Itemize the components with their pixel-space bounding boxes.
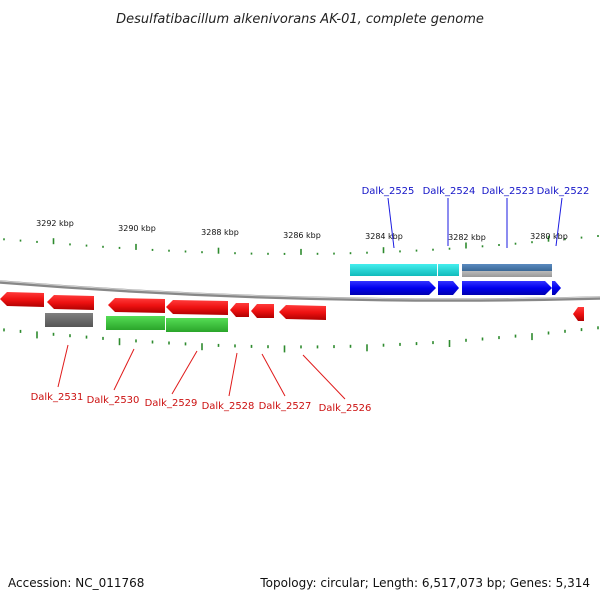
gene-arrow-dalk-2525[interactable] — [350, 281, 436, 295]
gene-label-dalk-2525[interactable]: Dalk_2525 — [362, 186, 415, 197]
leader-line-dalk-2530 — [113, 348, 135, 391]
kbp-label: 3290 kbp — [118, 224, 156, 233]
gene-label-dalk-2530[interactable]: Dalk_2530 — [87, 395, 140, 406]
forward-leader-lines — [387, 197, 563, 249]
gene-arrow-dalk-2524[interactable] — [438, 281, 459, 295]
forward-gene-labels: Dalk_2525 Dalk_2524 Dalk_2523 Dalk_2522 — [362, 186, 590, 197]
gene-arrow-dalk-2523[interactable] — [462, 281, 552, 295]
gene-arrow-dalk-2527[interactable] — [251, 304, 274, 318]
reverse-feature-track — [45, 313, 228, 332]
feature-block-cyan[interactable] — [350, 264, 437, 276]
leader-line-dalk-2531 — [57, 344, 69, 388]
feature-block-green[interactable] — [106, 316, 165, 330]
leader-line-dalk-2527 — [261, 353, 286, 397]
gene-label-dalk-2528[interactable]: Dalk_2528 — [202, 401, 255, 412]
gene-arrow-reverse-edge[interactable] — [573, 307, 584, 321]
gene-arrow-dalk-2531[interactable] — [47, 295, 94, 310]
feature-block-steel[interactable] — [462, 264, 552, 271]
leader-line-dalk-2528 — [228, 352, 238, 397]
kbp-label: 3282 kbp — [448, 233, 486, 242]
gene-label-dalk-2523[interactable]: Dalk_2523 — [482, 186, 535, 197]
reverse-gene-labels: Dalk_2531 Dalk_2530 Dalk_2529 Dalk_2528 … — [31, 392, 372, 414]
reverse-cds-track — [0, 292, 584, 321]
kbp-label: 3284 kbp — [365, 232, 403, 241]
genome-backbone — [0, 280, 600, 302]
gene-arrow-reverse[interactable] — [0, 292, 44, 307]
gene-label-dalk-2531[interactable]: Dalk_2531 — [31, 392, 84, 403]
kbp-label: 3286 kbp — [283, 231, 321, 240]
feature-block-dark[interactable] — [45, 313, 93, 327]
upper-scale-ticks — [3, 235, 599, 255]
feature-block-cyan[interactable] — [438, 264, 459, 276]
gene-arrow-dalk-2528[interactable] — [230, 303, 249, 317]
reverse-leader-lines — [57, 344, 346, 400]
gene-label-dalk-2527[interactable]: Dalk_2527 — [259, 401, 312, 412]
gene-arrow-dalk-2530[interactable] — [108, 298, 165, 313]
leader-line-dalk-2522 — [555, 197, 563, 247]
kbp-scale-labels: 3292 kbp 3290 kbp 3288 kbp 3286 kbp 3284… — [36, 219, 568, 242]
leader-line-dalk-2525 — [387, 197, 395, 249]
leader-line-dalk-2529 — [171, 350, 198, 395]
feature-block-green[interactable] — [166, 318, 228, 332]
kbp-label: 3280 kbp — [530, 232, 568, 241]
genome-title: Desulfatibacillum alkenivorans AK-01, co… — [116, 12, 484, 27]
gene-label-dalk-2522[interactable]: Dalk_2522 — [537, 186, 590, 197]
genome-backbone-highlight — [0, 280, 600, 300]
genome-summary-text: Topology: circular; Length: 6,517,073 bp… — [259, 576, 590, 590]
gene-arrow-dalk-2522[interactable] — [552, 281, 561, 295]
gene-arrow-dalk-2529[interactable] — [166, 300, 228, 315]
gene-label-dalk-2529[interactable]: Dalk_2529 — [145, 398, 198, 409]
forward-cds-track — [350, 281, 561, 295]
gene-label-dalk-2524[interactable]: Dalk_2524 — [423, 186, 476, 197]
kbp-label: 3292 kbp — [36, 219, 74, 228]
accession-text: Accession: NC_011768 — [8, 576, 144, 590]
gene-label-dalk-2526[interactable]: Dalk_2526 — [319, 403, 372, 414]
forward-feature-track — [350, 264, 552, 277]
feature-block-grey[interactable] — [462, 271, 552, 277]
leader-line-dalk-2526 — [302, 354, 346, 400]
gene-arrow-dalk-2526[interactable] — [279, 305, 326, 320]
kbp-label: 3288 kbp — [201, 228, 239, 237]
lower-scale-ticks — [3, 326, 599, 353]
